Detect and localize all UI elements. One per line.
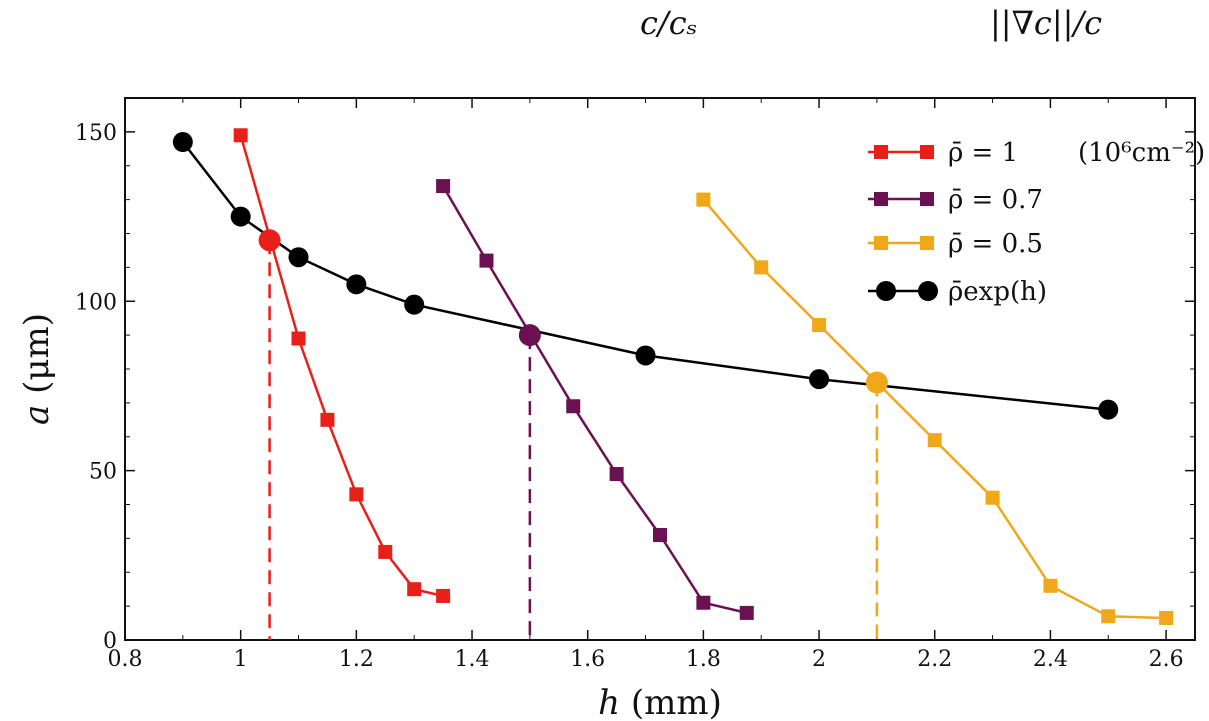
data-point — [1043, 578, 1058, 593]
legend-marker — [874, 192, 888, 206]
legend-units: (10⁶cm⁻²) — [1078, 138, 1205, 168]
data-point — [291, 331, 306, 346]
plot-frame — [124, 97, 1196, 641]
header-label-gradient: ||∇c||/c — [990, 4, 1103, 42]
x-tick-label: 1.6 — [570, 647, 605, 672]
series-line — [239, 134, 444, 598]
legend-marker — [920, 145, 934, 159]
data-point — [809, 369, 830, 390]
x-tick-label: 1.4 — [455, 647, 490, 672]
x-tick-label: 2.4 — [1033, 647, 1068, 672]
series-line — [702, 198, 1167, 620]
data-point — [1159, 610, 1174, 625]
x-tick-label: 0.8 — [108, 647, 143, 672]
intersection-point — [865, 371, 888, 394]
legend-marker — [876, 281, 896, 301]
data-point — [230, 206, 251, 227]
data-point — [927, 433, 942, 448]
data-point — [407, 582, 422, 597]
y-axis-title: a (μm) — [17, 313, 57, 425]
data-point — [346, 274, 367, 295]
legend-marker — [920, 192, 934, 206]
legend-marker — [874, 236, 888, 250]
data-point — [404, 294, 425, 315]
data-point — [566, 399, 581, 414]
legend-label: ρ̄ = 0.5 — [948, 229, 1043, 259]
data-point — [436, 588, 451, 603]
x-tick-label: 1.8 — [686, 647, 721, 672]
data-point — [436, 179, 451, 194]
intersection-point — [258, 229, 281, 252]
data-point — [635, 345, 656, 366]
data-point — [812, 317, 827, 332]
data-point — [233, 128, 248, 143]
data-point — [754, 260, 769, 275]
x-tick-label: 1.2 — [339, 647, 374, 672]
x-tick-label: 1 — [234, 647, 248, 672]
x-tick-label: 2.2 — [917, 647, 952, 672]
intersection-point — [518, 324, 541, 347]
legend-label: ρ̄ = 1 — [948, 138, 1018, 168]
y-tick-label: 50 — [89, 460, 117, 485]
legend-marker — [874, 145, 888, 159]
data-point — [739, 605, 754, 620]
data-point — [985, 490, 1000, 505]
y-tick-label: 0 — [103, 629, 117, 654]
y-tick-label: 150 — [75, 121, 117, 146]
series-line — [181, 141, 1109, 411]
data-point — [1101, 609, 1116, 624]
header-label-concentration: c/cₛ — [640, 4, 698, 42]
legend-marker — [920, 236, 934, 250]
legend-label: ρ̄ = 0.7 — [948, 185, 1043, 215]
data-point — [1098, 399, 1119, 420]
data-point — [653, 527, 667, 542]
data-point — [696, 192, 711, 207]
y-tick-label: 100 — [75, 290, 117, 315]
data-point — [696, 595, 711, 610]
data-point — [288, 247, 309, 268]
legend-marker — [918, 281, 938, 301]
legend-label: ρ̄exp(h) — [948, 277, 1047, 307]
data-point — [609, 467, 624, 482]
x-tick-label: 2 — [812, 647, 826, 672]
data-point — [479, 253, 494, 268]
data-point — [172, 132, 193, 153]
data-point — [378, 544, 393, 559]
data-point — [320, 412, 335, 427]
x-axis-title: h (mm) — [598, 683, 722, 721]
data-point — [349, 487, 364, 502]
x-tick-label: 2.6 — [1149, 647, 1184, 672]
series-line — [442, 185, 748, 615]
